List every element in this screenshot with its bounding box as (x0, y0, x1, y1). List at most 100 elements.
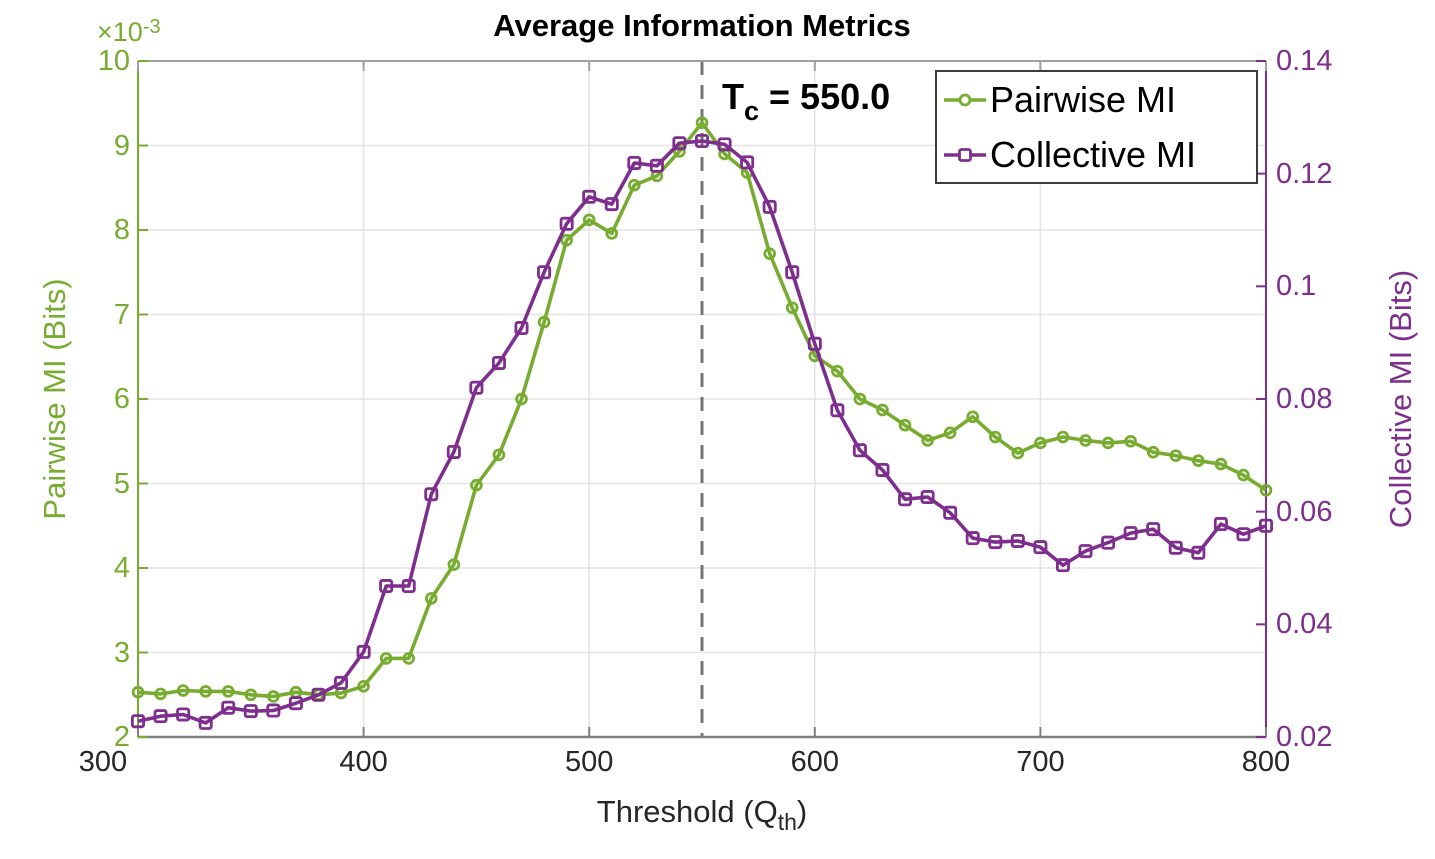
collective-mi-marker (379, 579, 394, 594)
pairwise-mi-marker (267, 690, 280, 703)
left-y-tick-label: 9 (113, 129, 130, 162)
offset-exponent: -3 (142, 16, 161, 38)
pairwise-mi-marker (1011, 446, 1025, 460)
collective-mi-line (137, 139, 1267, 725)
legend-item-collective[interactable]: Collective MI (937, 127, 1256, 182)
pairwise-mi-marker (537, 315, 551, 329)
pairwise-mi-marker (1034, 436, 1047, 450)
right-y-tick-label: 0.1 (1276, 270, 1317, 303)
collective-mi-marker (130, 714, 145, 729)
x-tick-label: 300 (78, 746, 128, 778)
pairwise-mi-marker (560, 233, 573, 247)
circle-marker-icon (958, 93, 972, 106)
x-axis-label-suffix: ) (796, 794, 808, 829)
x-tick-label: 600 (790, 746, 839, 778)
x-tick-label: 700 (1016, 746, 1065, 778)
collective-mi-marker (1101, 535, 1116, 550)
left-y-tick-label: 8 (113, 214, 130, 246)
collective-mi-marker (266, 703, 281, 718)
offset-mantissa: ×10 (97, 17, 143, 47)
pairwise-legend-sample (944, 93, 986, 106)
pairwise-mi-marker (898, 418, 912, 432)
pairwise-mi-marker (424, 592, 438, 605)
pairwise-mi-marker (1146, 445, 1160, 459)
collective-mi-marker (1010, 533, 1025, 548)
collective-mi-marker (649, 158, 664, 173)
critical-threshold-annotation: Tc = 550.0 (722, 76, 890, 127)
annotation-prefix: T (722, 76, 744, 117)
collective-mi-marker (920, 490, 935, 505)
pairwise-mi-marker (402, 652, 416, 665)
collective-mi-marker (1033, 540, 1048, 555)
legend-label-pairwise: Pairwise MI (990, 78, 1177, 120)
collective-mi-marker (785, 265, 800, 280)
collective-mi-marker (988, 535, 1003, 550)
pairwise-mi-marker (492, 448, 506, 462)
pairwise-mi-marker (470, 478, 483, 492)
pairwise-mi-marker (582, 213, 596, 227)
pairwise-mi-marker (1124, 434, 1137, 448)
collective-mi-marker (672, 136, 687, 151)
x-axis-label-subscript: th (777, 809, 797, 835)
pairwise-mi-marker (628, 178, 641, 192)
collective-mi-marker (740, 155, 755, 170)
collective-mi-marker (1146, 522, 1161, 537)
pairwise-mi-marker (605, 227, 619, 240)
legend-item-pairwise[interactable]: Pairwise MI (937, 72, 1256, 127)
collective-mi-marker (717, 137, 732, 152)
collective-mi-marker (176, 707, 191, 722)
collective-mi-marker (469, 380, 484, 395)
collective-mi-marker (221, 700, 236, 715)
right-y-tick-label: 0.02 (1276, 721, 1333, 753)
annotation-value: = 550.0 (759, 76, 891, 117)
pairwise-mi-marker (1079, 434, 1092, 447)
pairwise-mi-marker (176, 684, 190, 697)
right-y-tick-label: 0.04 (1276, 608, 1333, 641)
collective-mi-marker (311, 687, 326, 702)
collective-mi-marker (356, 644, 371, 659)
collective-mi-marker (424, 487, 439, 502)
collective-mi-marker (1168, 540, 1183, 555)
left-y-tick-label: 6 (113, 383, 130, 415)
y-axis-offset-label: ×10-3 (97, 16, 161, 48)
collective-mi-marker (1213, 517, 1228, 532)
pairwise-mi-marker (357, 679, 370, 693)
pairwise-mi-marker (447, 558, 461, 571)
pairwise-mi-marker (1101, 436, 1115, 450)
right-y-tick-label: 0.14 (1276, 45, 1333, 77)
legend-label-collective: Collective MI (990, 133, 1197, 175)
collective-mi-marker (1055, 558, 1070, 573)
collective-mi-marker (401, 579, 416, 594)
collective-mi-marker (1236, 527, 1251, 542)
collective-mi-marker (1123, 526, 1138, 541)
right-y-tick-label: 0.06 (1276, 495, 1333, 528)
collective-mi-marker (627, 155, 642, 170)
left-y-tick-label: 3 (113, 636, 130, 669)
pairwise-mi-marker (763, 247, 776, 260)
pairwise-mi-marker (876, 403, 889, 417)
legend-box: Pairwise MI Collective MI (935, 70, 1258, 184)
pairwise-mi-marker (1169, 449, 1183, 462)
pairwise-mi-marker (221, 685, 235, 698)
x-tick-label: 400 (339, 746, 388, 778)
pairwise-mi-marker (1259, 483, 1273, 497)
collective-mi-marker (491, 355, 506, 370)
collective-mi-marker (604, 197, 619, 212)
pairwise-mi-marker (785, 301, 799, 315)
collective-mi-marker (446, 444, 461, 459)
pairwise-mi-marker (695, 116, 709, 129)
collective-mi-marker (537, 265, 552, 280)
collective-legend-sample (944, 147, 986, 162)
collective-mi-marker (198, 715, 213, 730)
pairwise-mi-line (137, 120, 1268, 699)
collective-mi-marker (1259, 518, 1274, 533)
collective-mi-marker (762, 199, 777, 214)
collective-mi-marker (153, 709, 168, 724)
collective-mi-marker (1078, 544, 1093, 559)
pairwise-mi-marker (853, 392, 867, 406)
pairwise-mi-marker (515, 392, 528, 406)
pairwise-mi-marker (921, 434, 934, 447)
x-axis-label-text: Threshold (Q (596, 794, 778, 829)
